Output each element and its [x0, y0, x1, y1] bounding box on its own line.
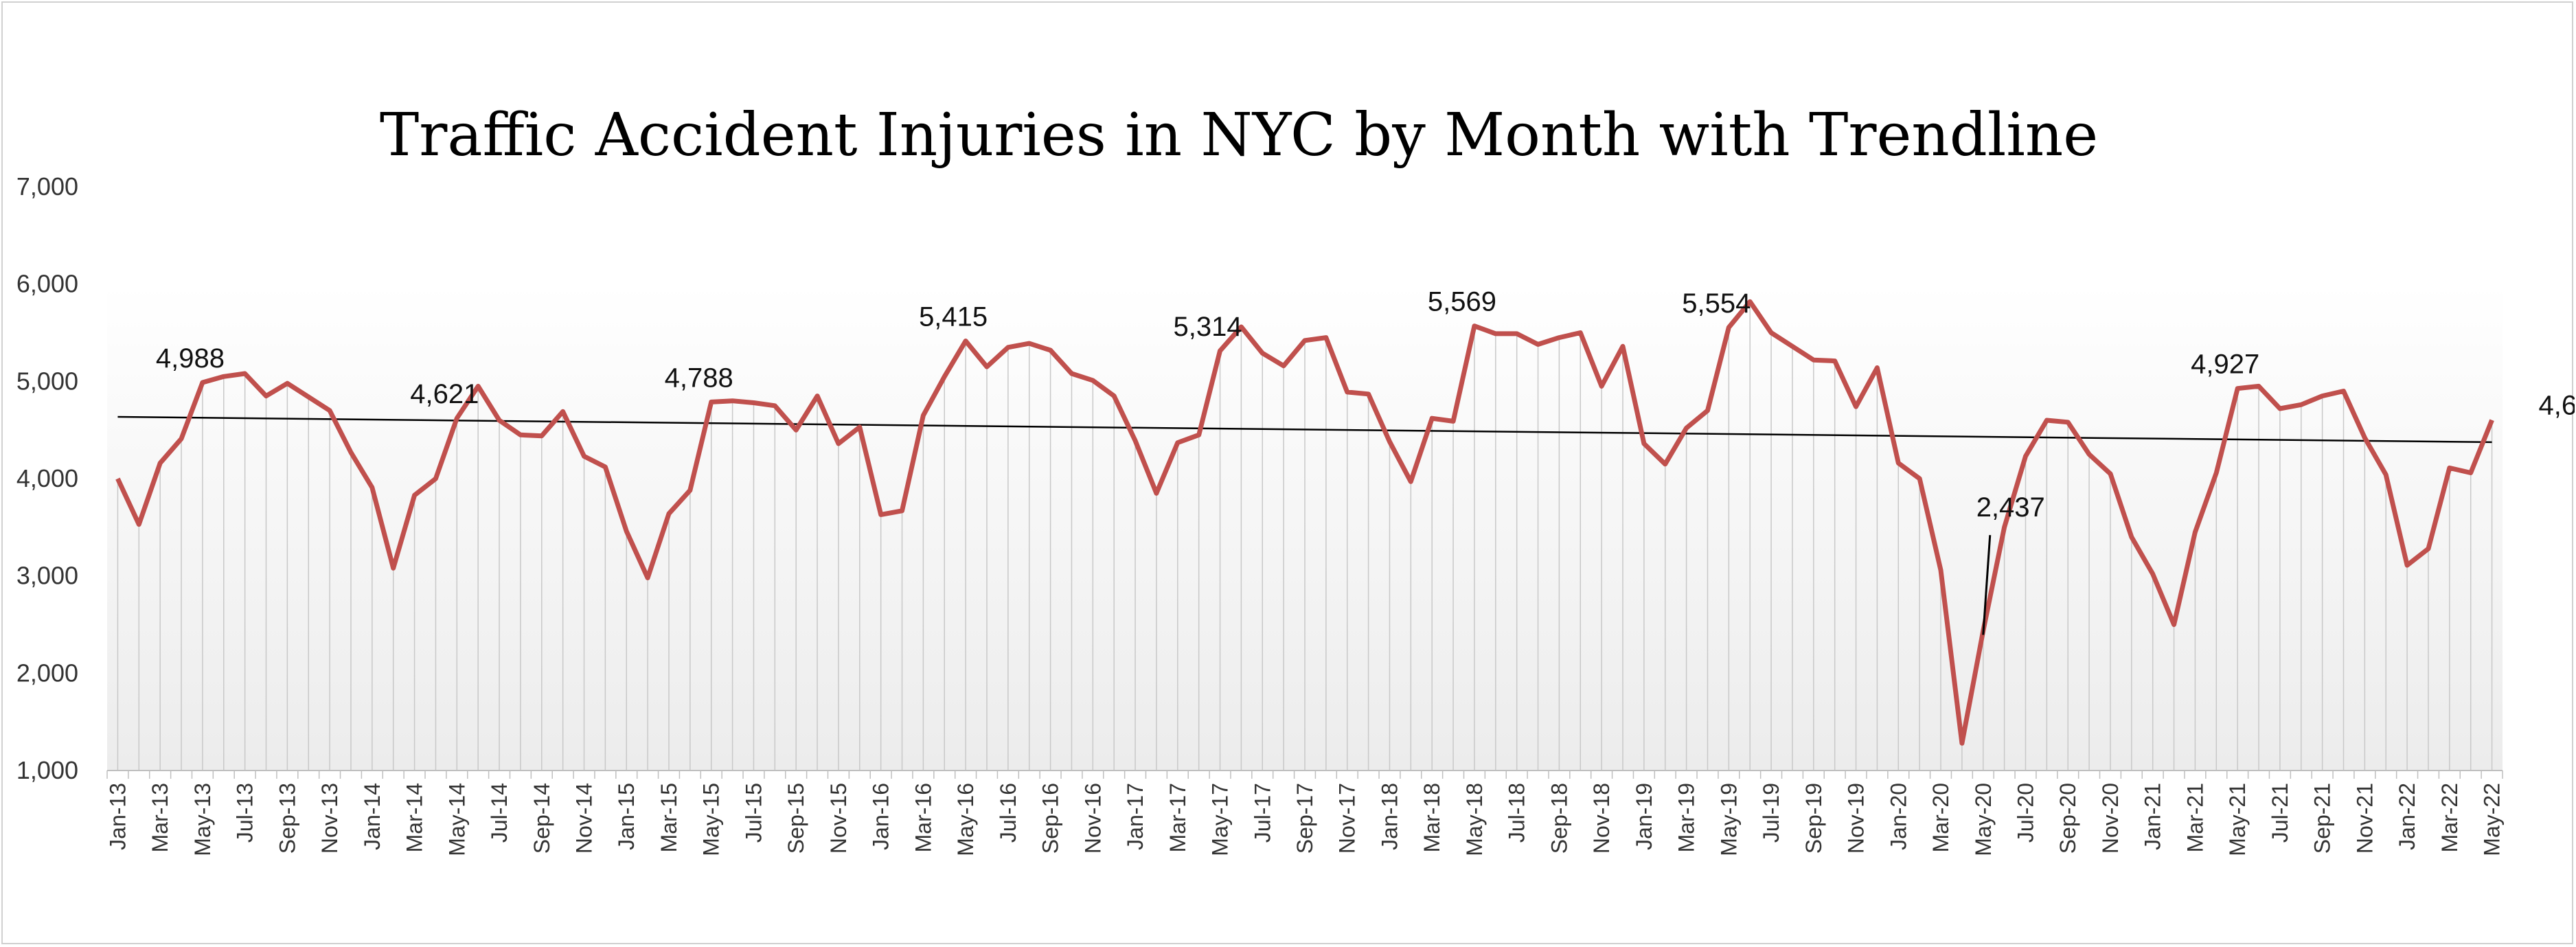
x-tick-label: Jan-15 — [614, 783, 639, 850]
data-label: 4,621 — [410, 379, 479, 409]
y-tick-label: 5,000 — [16, 367, 78, 395]
x-tick-label: Jul-15 — [741, 783, 766, 843]
x-tick-label: Jan-13 — [105, 783, 130, 850]
x-tick-label: Jul-17 — [1250, 783, 1275, 843]
x-tick-label: Jan-14 — [360, 783, 385, 850]
x-tick-label: Sep-20 — [2055, 783, 2080, 854]
x-tick-label: Jan-20 — [1886, 783, 1911, 850]
x-tick-label: May-13 — [190, 783, 215, 856]
data-labels: 4,988 4,621 4,788 5,415 5,314 5,569 5,554 2,437… — [156, 287, 2575, 635]
x-tick-label: Nov-18 — [1589, 783, 1614, 854]
x-tick-label: Jul-16 — [996, 783, 1021, 843]
x-tick-label: Sep-19 — [1801, 783, 1826, 854]
y-axis: 1,000 2,000 3,000 4,000 5,000 6,000 7,000 — [16, 172, 78, 784]
data-label: 5,415 — [919, 302, 988, 332]
x-tick-label: Jul-14 — [487, 783, 512, 843]
x-tick-label: Sep-15 — [784, 783, 808, 854]
data-label: 5,554 — [1682, 288, 1751, 319]
x-tick-label: Nov-19 — [1844, 783, 1869, 854]
x-tick-label: Mar-22 — [2437, 783, 2462, 852]
drop-lines — [117, 301, 2493, 771]
data-label: 4,988 — [156, 343, 225, 374]
x-tick-label: Mar-18 — [1420, 783, 1444, 852]
x-tick-label: Mar-14 — [402, 783, 427, 852]
x-tick-label: Sep-18 — [1547, 783, 1571, 854]
x-tick-label: Mar-16 — [911, 783, 935, 852]
chart-title: Traffic Accident Injuries in NYC by Mont… — [380, 101, 2098, 170]
y-tick-label: 3,000 — [16, 562, 78, 590]
x-tick-label: Jan-16 — [869, 783, 893, 850]
x-tick-label: May-17 — [1208, 783, 1233, 856]
x-tick-label: Sep-17 — [1292, 783, 1317, 854]
y-tick-label: 2,000 — [16, 659, 78, 687]
x-tick-label: May-20 — [1971, 783, 1996, 856]
x-tick-label: Jul-19 — [1759, 783, 1783, 843]
x-tick-label: Nov-21 — [2352, 783, 2377, 854]
x-tick-label: May-16 — [953, 783, 978, 856]
x-tick-label: Nov-13 — [317, 783, 342, 854]
x-tick-label: Mar-19 — [1674, 783, 1699, 852]
line-chart: Traffic Accident Injuries in NYC by Mont… — [16, 101, 2575, 856]
x-tick-label: Mar-17 — [1165, 783, 1190, 852]
y-tick-label: 1,000 — [16, 756, 78, 784]
y-tick-label: 7,000 — [16, 172, 78, 201]
x-tick-label: Jul-20 — [2013, 783, 2038, 843]
x-tick-label: Jan-19 — [1632, 783, 1656, 850]
x-tick-label: Jan-17 — [1123, 783, 1148, 850]
x-tick-label: Mar-15 — [657, 783, 681, 852]
data-label: 5,569 — [1428, 287, 1496, 317]
x-tick-label: Sep-21 — [2310, 783, 2335, 854]
x-tick-label: Jan-18 — [1377, 783, 1402, 850]
x-tick-label: Nov-15 — [826, 783, 851, 854]
data-label: 4,927 — [2191, 350, 2259, 380]
data-label: 2,437 — [1976, 492, 2045, 523]
y-tick-label: 6,000 — [16, 270, 78, 298]
x-tick-label: May-18 — [1462, 783, 1487, 856]
x-tick-label: Nov-16 — [1080, 783, 1105, 854]
x-tick-label: May-22 — [2480, 783, 2505, 856]
x-tick-label: May-19 — [1716, 783, 1741, 856]
x-tick-label: May-14 — [444, 783, 469, 856]
x-tick-label: Nov-20 — [2098, 783, 2123, 854]
x-tick-label: Nov-14 — [572, 783, 597, 854]
x-tick-label: Nov-17 — [1335, 783, 1360, 854]
x-tick-label: Mar-20 — [1928, 783, 1953, 852]
x-tick-label: Sep-13 — [275, 783, 299, 854]
trendline — [117, 415, 2492, 444]
x-tick-label: Jan-22 — [2395, 783, 2419, 850]
series-line-injuries — [115, 299, 2494, 746]
x-tick-label: Mar-21 — [2182, 783, 2207, 852]
x-tick-label: May-21 — [2225, 783, 2250, 856]
data-label: 4,602 — [2539, 391, 2575, 421]
x-axis: Jan-13 Mar-13 May-13 Jul-13 Sep-13 Nov-13 Jan-… — [105, 770, 2505, 856]
x-tick-label: Sep-16 — [1038, 783, 1063, 854]
x-tick-label: Jul-13 — [233, 783, 258, 843]
x-tick-label: Jul-18 — [1505, 783, 1529, 843]
x-tick-label: Sep-14 — [529, 783, 554, 854]
data-label: 5,314 — [1173, 312, 1242, 342]
x-tick-label: Mar-13 — [148, 783, 172, 852]
x-tick-label: Jul-21 — [2268, 783, 2292, 843]
data-label: 4,788 — [665, 363, 733, 393]
x-tick-label: May-15 — [699, 783, 724, 856]
x-tick-label: Jan-21 — [2141, 783, 2165, 850]
data-label-leader — [1982, 535, 1992, 635]
y-tick-label: 4,000 — [16, 464, 78, 492]
